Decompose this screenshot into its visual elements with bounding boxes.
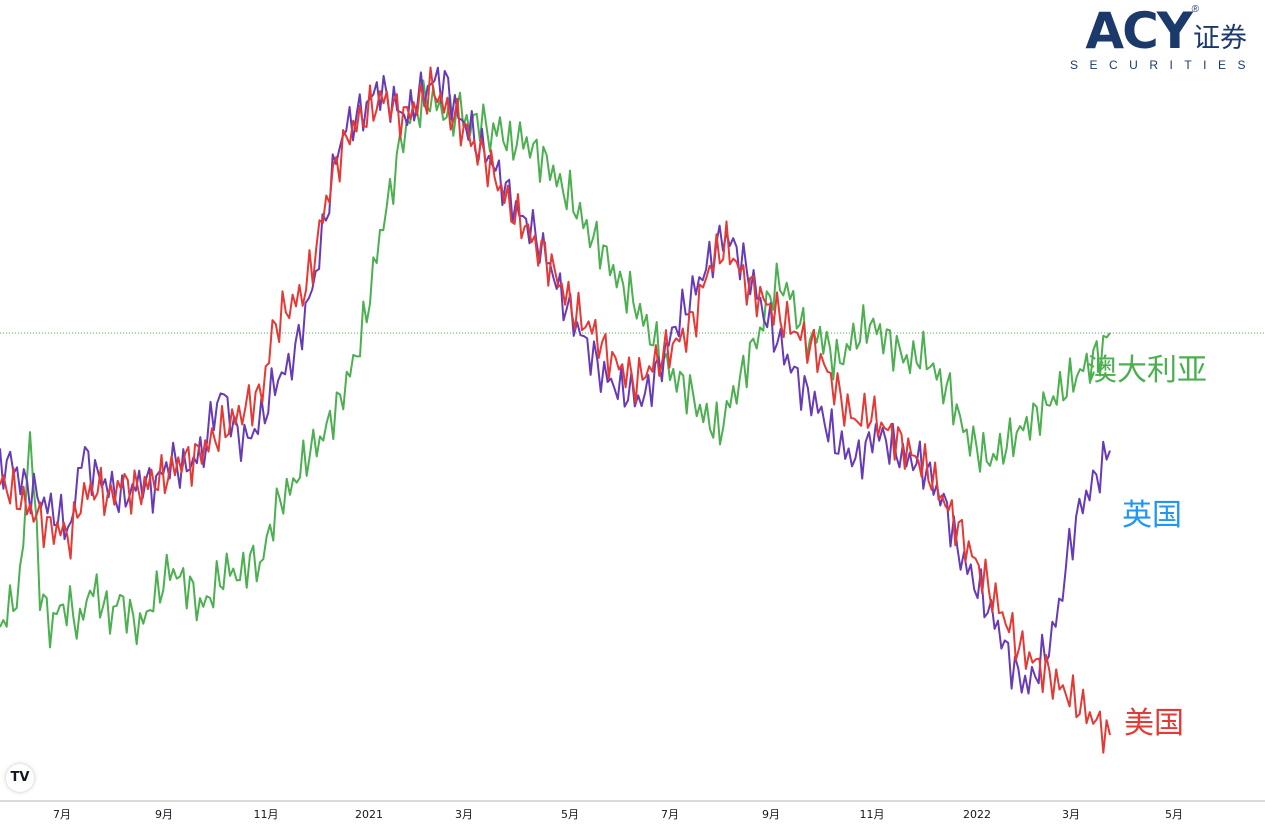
x-axis-ticks: 7月 9月 11月 2021 3月 5月 7月 9月 11月 2022 3月 5月 xyxy=(53,808,1183,821)
series-lines xyxy=(0,66,1111,754)
x-tick-label: 3月 xyxy=(455,808,473,821)
label-australia: 澳大利亚 xyxy=(1087,353,1207,388)
x-tick-label: 9月 xyxy=(762,808,780,821)
x-tick-label: 11月 xyxy=(860,808,885,821)
logo-subtitle: SECURITIES xyxy=(1069,58,1257,72)
x-tick-label: 5月 xyxy=(1165,808,1183,821)
x-tick-label: 3月 xyxy=(1062,808,1080,821)
tradingview-badge[interactable]: TV xyxy=(6,764,34,792)
x-tick-label: 2022 xyxy=(963,808,991,821)
series-line-2 xyxy=(0,66,1111,695)
acy-securities-logo: ® ACY证券 SECURITIES xyxy=(1070,2,1247,72)
x-tick-label: 5月 xyxy=(561,808,579,821)
x-tick-label: 7月 xyxy=(53,808,71,821)
x-tick-label: 9月 xyxy=(155,808,173,821)
x-tick-label: 11月 xyxy=(254,808,279,821)
registered-mark: ® xyxy=(1191,4,1199,15)
label-us: 美国 xyxy=(1124,706,1184,741)
series-line-1 xyxy=(0,79,1111,649)
logo-mark: ACY xyxy=(1085,2,1193,60)
logo-chinese: 证券 xyxy=(1193,23,1247,54)
series-line-3 xyxy=(0,66,1111,754)
label-uk: 英国 xyxy=(1122,498,1182,533)
x-tick-label: 7月 xyxy=(661,808,679,821)
x-tick-label: 2021 xyxy=(355,808,383,821)
